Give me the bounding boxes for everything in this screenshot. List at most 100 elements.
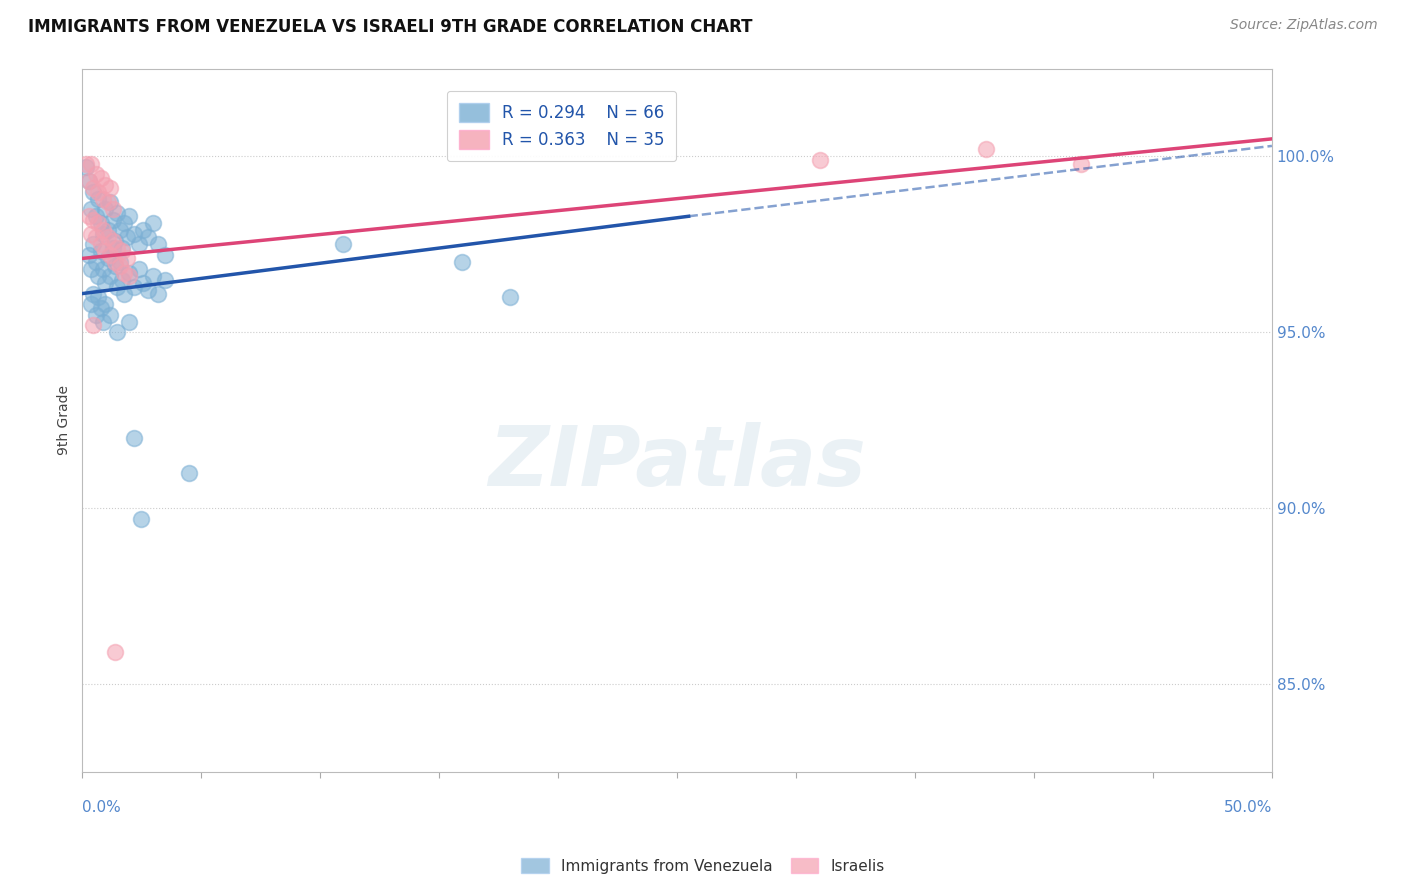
Point — [153, 248, 176, 262]
Point — [451, 255, 474, 269]
Text: Source: ZipAtlas.com: Source: ZipAtlas.com — [1230, 18, 1378, 32]
Point — [104, 645, 127, 659]
Point — [153, 272, 176, 286]
Point — [1070, 156, 1092, 170]
Point — [77, 248, 100, 262]
Point — [101, 202, 124, 217]
Point — [77, 209, 100, 223]
Point — [111, 272, 134, 286]
Point — [128, 237, 150, 252]
Point — [90, 301, 112, 315]
Point — [118, 268, 141, 283]
Point — [91, 315, 114, 329]
Point — [83, 212, 105, 227]
Point — [94, 276, 117, 290]
Point — [91, 262, 114, 277]
Point — [115, 252, 138, 266]
Point — [105, 279, 128, 293]
Point — [80, 262, 103, 277]
Point — [136, 283, 159, 297]
Point — [974, 143, 997, 157]
Text: IMMIGRANTS FROM VENEZUELA VS ISRAELI 9TH GRADE CORRELATION CHART: IMMIGRANTS FROM VENEZUELA VS ISRAELI 9TH… — [28, 18, 752, 36]
Point — [80, 202, 103, 217]
Point — [97, 252, 120, 266]
Text: ZIPatlas: ZIPatlas — [488, 422, 866, 503]
Point — [122, 279, 145, 293]
Point — [142, 216, 165, 230]
Point — [104, 234, 127, 248]
Point — [105, 326, 128, 340]
Point — [87, 268, 110, 283]
Point — [84, 209, 107, 223]
Point — [146, 237, 169, 252]
Point — [177, 466, 200, 480]
Point — [129, 512, 152, 526]
Point — [97, 230, 120, 244]
Point — [91, 223, 114, 237]
Point — [114, 216, 136, 230]
Point — [115, 230, 138, 244]
Point — [108, 255, 131, 269]
Point — [101, 241, 124, 255]
Point — [77, 174, 100, 188]
Point — [105, 241, 128, 255]
Point — [75, 160, 97, 174]
Point — [146, 286, 169, 301]
Point — [80, 156, 103, 170]
Point — [118, 209, 141, 223]
Point — [83, 318, 105, 333]
Point — [118, 266, 141, 280]
Point — [98, 268, 121, 283]
Point — [132, 223, 155, 237]
Point — [128, 262, 150, 277]
Point — [80, 227, 103, 241]
Legend: Immigrants from Venezuela, Israelis: Immigrants from Venezuela, Israelis — [515, 852, 891, 880]
Point — [97, 195, 120, 210]
Point — [98, 308, 121, 322]
Text: 50.0%: 50.0% — [1223, 800, 1272, 815]
Point — [111, 241, 134, 255]
Point — [97, 223, 120, 237]
Point — [111, 244, 134, 259]
Point — [83, 185, 105, 199]
Point — [87, 216, 110, 230]
Point — [104, 259, 127, 273]
Point — [84, 255, 107, 269]
Point — [108, 223, 131, 237]
Point — [83, 286, 105, 301]
Point — [101, 234, 124, 248]
Point — [83, 237, 105, 252]
Legend: R = 0.294    N = 66, R = 0.363    N = 35: R = 0.294 N = 66, R = 0.363 N = 35 — [447, 91, 676, 161]
Point — [332, 237, 354, 252]
Y-axis label: 9th Grade: 9th Grade — [58, 385, 72, 455]
Point — [98, 195, 121, 210]
Point — [80, 297, 103, 311]
Point — [105, 206, 128, 220]
Point — [90, 170, 112, 185]
Point — [84, 308, 107, 322]
Point — [122, 431, 145, 445]
Point — [91, 227, 114, 241]
Point — [87, 192, 110, 206]
Point — [94, 202, 117, 217]
Point — [75, 156, 97, 170]
Point — [101, 212, 124, 227]
Point — [90, 237, 112, 252]
Point — [118, 315, 141, 329]
Point — [98, 181, 121, 195]
Point — [84, 167, 107, 181]
Point — [808, 153, 831, 167]
Point — [114, 286, 136, 301]
Point — [132, 276, 155, 290]
Point — [87, 185, 110, 199]
Point — [94, 297, 117, 311]
Point — [104, 255, 127, 269]
Point — [94, 244, 117, 259]
Point — [94, 178, 117, 192]
Point — [142, 268, 165, 283]
Point — [136, 230, 159, 244]
Point — [83, 181, 105, 195]
Point — [77, 174, 100, 188]
Point — [499, 290, 522, 304]
Point — [114, 266, 136, 280]
